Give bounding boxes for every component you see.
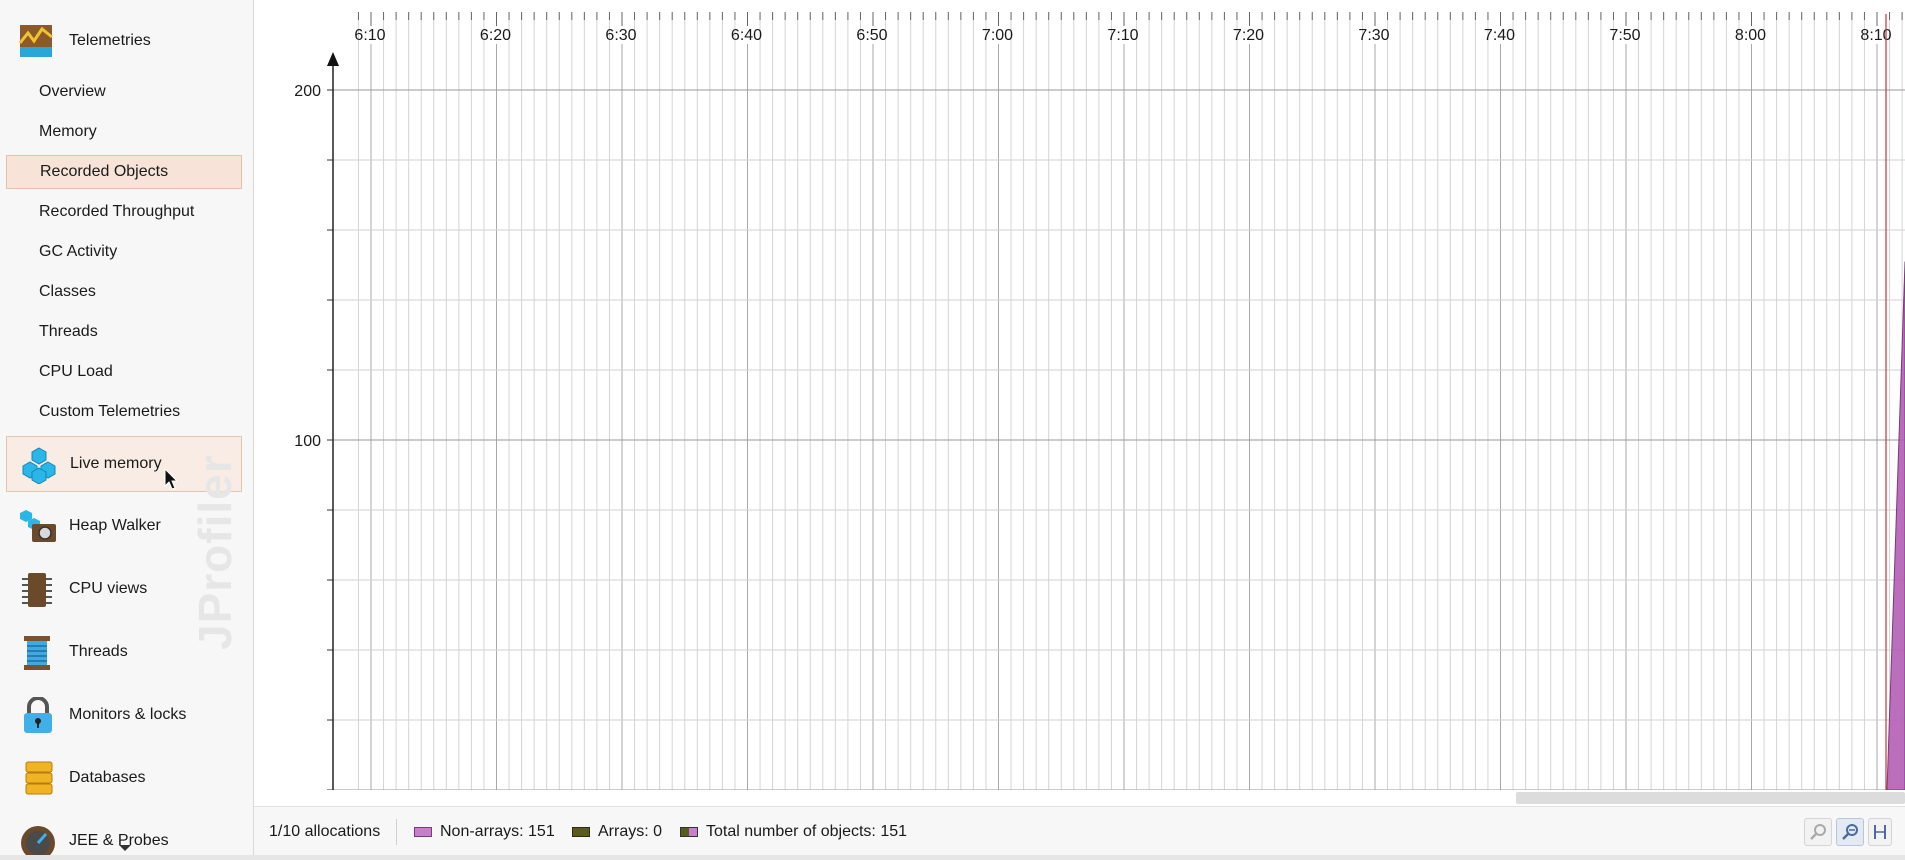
section-label: CPU views — [69, 580, 148, 597]
legend-label: Total number of objects: 151 — [706, 823, 908, 840]
sidebar-item-label: Recorded Throughput — [39, 203, 195, 220]
sidebar-item-label: Classes — [39, 283, 96, 300]
sidebar-item-label: Threads — [39, 323, 98, 340]
chart-canvas: 6:10 6:20 6:30 6:40 6:50 7:00 7:10 7:20 7:30 7:40… — [294, 12, 1905, 790]
zoom-in-icon[interactable] — [1804, 818, 1832, 846]
x-tick-label: 6:50 — [856, 27, 887, 44]
zoom-out-icon[interactable] — [1836, 818, 1864, 846]
sidebar-item-custom-telemetries[interactable]: Custom Telemetries — [6, 395, 242, 429]
section-monitors-locks[interactable]: Monitors & locks — [6, 689, 242, 741]
y-tick-label: 100 — [294, 433, 321, 450]
sidebar-item-recorded-objects[interactable]: Recorded Objects — [6, 155, 242, 189]
y-axis-arrow — [327, 52, 339, 66]
status-bar: 1/10 allocations Non-arrays: 151 Arrays:… — [254, 806, 1905, 857]
x-tick-label: 6:20 — [480, 27, 511, 44]
sidebar-item-label: Custom Telemetries — [39, 403, 181, 420]
sidebar-item-label: Recorded Objects — [40, 163, 169, 180]
x-tick-label: 7:50 — [1609, 27, 1640, 44]
legend-arrays: Arrays: 0 — [572, 823, 662, 841]
section-label: Databases — [69, 769, 146, 786]
sidebar-item-label: Memory — [39, 123, 97, 140]
databases-icon — [18, 760, 58, 796]
section-jee-probes[interactable]: JEE & Probes — [6, 815, 242, 855]
section-label: JEE & Probes — [69, 832, 169, 849]
legend-label: Arrays: 0 — [598, 823, 663, 840]
sidebar-item-overview[interactable]: Overview — [6, 75, 242, 109]
section-label: Monitors & locks — [69, 706, 187, 723]
section-threads[interactable]: Threads — [6, 626, 242, 678]
sidebar-item-label: GC Activity — [39, 243, 118, 260]
telemetries-icon — [18, 23, 58, 59]
sidebar-item-label: CPU Load — [39, 363, 113, 380]
threads-icon — [18, 634, 58, 670]
legend-label: Non-arrays: 151 — [440, 823, 555, 840]
sidebar-item-memory[interactable]: Memory — [6, 115, 242, 149]
cpu-views-icon — [18, 571, 58, 607]
section-live-memory[interactable]: Live memory — [6, 436, 242, 492]
y-tick-label: 200 — [294, 83, 321, 100]
recorded-objects-chart[interactable]: 6:10 6:20 6:30 6:40 6:50 7:00 7:10 7:20 7:30 7:40… — [254, 0, 1905, 790]
x-tick-label: 6:10 — [354, 27, 385, 44]
x-tick-label: 6:40 — [731, 27, 762, 44]
sidebar-item-gc-activity[interactable]: GC Activity — [6, 235, 242, 269]
sidebar-item-label: Overview — [39, 83, 106, 100]
sidebar-item-recorded-throughput[interactable]: Recorded Throughput — [6, 195, 242, 229]
x-tick-label: 7:40 — [1484, 27, 1515, 44]
divider — [396, 819, 397, 845]
bottom-strip — [0, 855, 1905, 860]
fit-icon[interactable] — [1868, 818, 1892, 846]
x-tick-label: 6:30 — [605, 27, 636, 44]
sidebar-item-cpu-load[interactable]: CPU Load — [6, 355, 242, 389]
gauge-icon — [18, 823, 58, 855]
section-label: Heap Walker — [69, 517, 161, 534]
x-tick-label: 7:00 — [982, 27, 1013, 44]
legend-swatch — [414, 827, 432, 837]
section-databases[interactable]: Databases — [6, 752, 242, 804]
section-heap-walker[interactable]: Heap Walker — [6, 500, 242, 552]
x-tick-label: 8:00 — [1735, 27, 1766, 44]
x-tick-label: 7:10 — [1107, 27, 1138, 44]
legend-swatch — [572, 827, 590, 837]
lock-icon — [18, 696, 58, 733]
telemetries-label: Telemetries — [69, 32, 151, 49]
sidebar-item-classes[interactable]: Classes — [6, 275, 242, 309]
section-label: Live memory — [70, 455, 162, 472]
chevron-down-icon[interactable] — [119, 845, 131, 851]
non-arrays-area — [1886, 261, 1905, 790]
section-cpu-views[interactable]: CPU views — [6, 563, 242, 615]
live-memory-icon — [19, 446, 59, 485]
jprofiler-watermark: JProfiler — [189, 454, 241, 650]
legend-non-arrays: Non-arrays: 151 — [414, 823, 555, 841]
sidebar-item-threads[interactable]: Threads — [6, 315, 242, 349]
section-label: Threads — [69, 643, 128, 660]
legend-swatch — [680, 827, 698, 837]
horizontal-scrollbar[interactable] — [1516, 792, 1905, 804]
sidebar: Telemetries Overview Memory Recorded Obj… — [0, 0, 254, 855]
mouse-cursor-icon — [164, 468, 179, 490]
allocation-count: 1/10 allocations — [269, 823, 381, 840]
x-tick-label: 7:20 — [1233, 27, 1264, 44]
x-tick-label: 8:10 — [1860, 27, 1891, 44]
heap-walker-icon — [18, 508, 58, 544]
section-telemetries[interactable]: Telemetries — [6, 15, 242, 67]
legend-total: Total number of objects: 151 — [680, 823, 907, 841]
x-tick-label: 7:30 — [1358, 27, 1389, 44]
